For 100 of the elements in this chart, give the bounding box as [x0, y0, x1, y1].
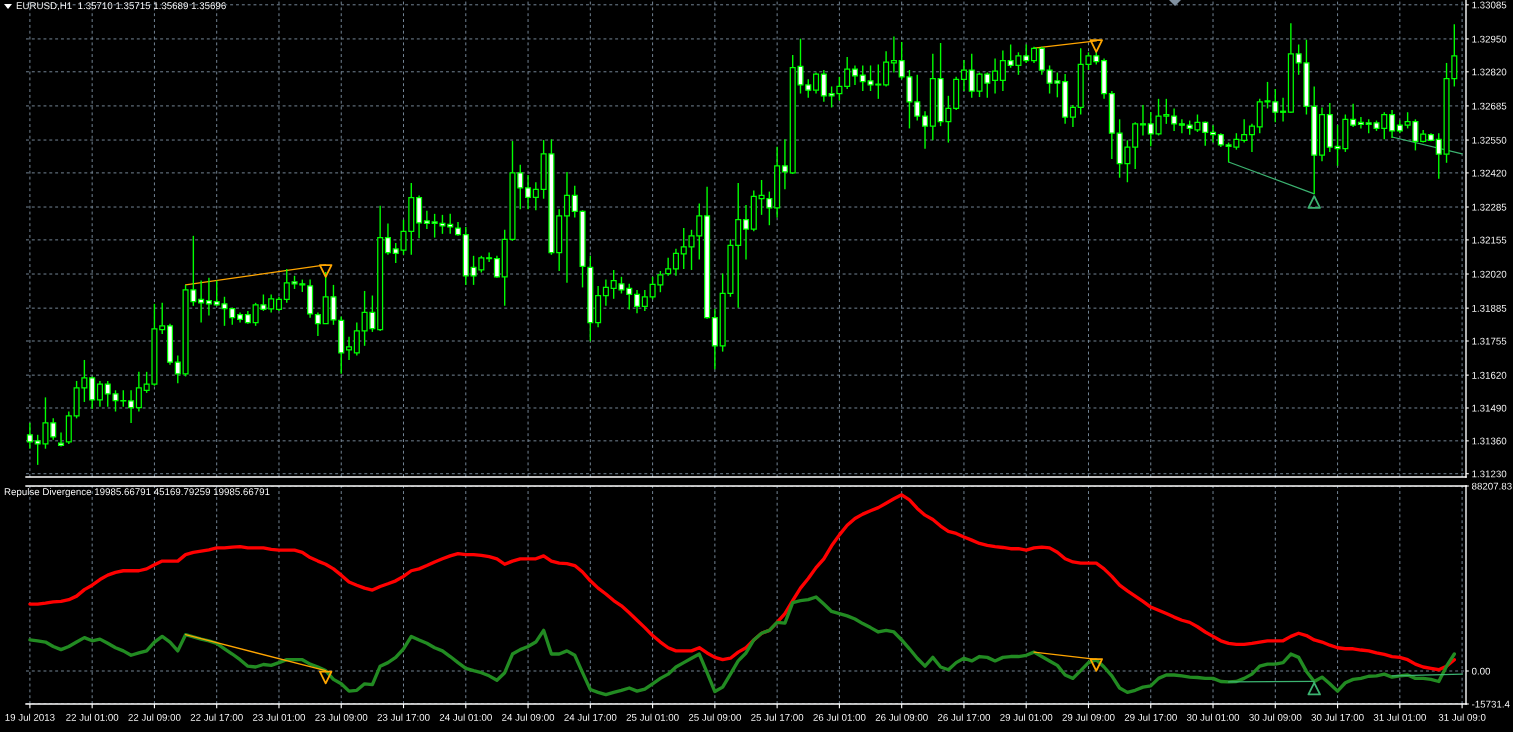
candlestick	[493, 255, 500, 279]
candlestick	[672, 248, 679, 277]
y-tick-label: -15731.4	[1471, 700, 1510, 708]
candlestick	[89, 375, 96, 410]
y-tick-label: 1.33085	[1472, 1, 1507, 9]
x-tick-label: 26 Jul 17:00	[937, 713, 991, 721]
x-tick-label: 24 Jul 01:00	[439, 713, 492, 721]
chart-title: EURUSD,H1 1.35710 1.35715 1.35689 1.35696	[16, 2, 226, 11]
candlestick	[447, 213, 454, 235]
point	[1307, 681, 1321, 696]
x-tick-label: 31 Jul 09:0	[1438, 713, 1486, 721]
x-tick-label: 26 Jul 09:00	[875, 713, 928, 721]
y-tick-label: 1.32820	[1472, 68, 1507, 76]
x-tick-label: 31 Jul 01:00	[1373, 713, 1426, 721]
point	[318, 670, 333, 685]
y-tick-label: 1.31755	[1472, 337, 1507, 345]
candlestick	[641, 289, 648, 312]
candlestick	[563, 171, 571, 284]
x-tick-label: 30 Jul 01:00	[1186, 713, 1240, 721]
candlestick	[1069, 104, 1076, 128]
candlestick	[1241, 118, 1248, 144]
candlestick	[999, 49, 1006, 92]
candlestick	[174, 354, 181, 384]
x-tick-label: 22 Jul 17:00	[190, 713, 243, 721]
candlestick	[960, 59, 967, 92]
candlestick	[345, 336, 353, 361]
x-tick-label: 22 Jul 01:00	[66, 713, 119, 721]
candlestick	[851, 64, 859, 86]
candlestick	[602, 278, 609, 307]
x-tick-label: 25 Jul 01:00	[626, 713, 679, 721]
x-tick-label: 29 Jul 09:00	[1062, 713, 1115, 721]
candlestick	[1139, 104, 1147, 137]
y-tick-label: 1.32155	[1472, 236, 1507, 244]
point	[1089, 658, 1103, 672]
y-tick-label: 1.32550	[1472, 136, 1507, 144]
candlestick	[742, 204, 750, 261]
candlestick	[1280, 97, 1287, 123]
x-tick-label: 22 Jul 09:00	[128, 713, 181, 721]
x-tick-label: 23 Jul 09:00	[315, 713, 368, 721]
candlestick	[532, 181, 539, 212]
candlestick	[1023, 43, 1030, 64]
candlestick	[353, 321, 360, 357]
y-tick-label: 88207.83	[1471, 482, 1512, 490]
y-tick-label: 1.32285	[1472, 203, 1507, 211]
candlestick	[665, 257, 672, 277]
x-tick-label: 23 Jul 17:00	[377, 713, 430, 721]
candlestick	[1248, 123, 1255, 153]
candlestick	[781, 138, 788, 191]
candlestick	[159, 302, 166, 335]
x-tick-label: 30 Jul 09:00	[1249, 713, 1302, 721]
x-tick-label: 29 Jul 01:00	[1000, 713, 1053, 721]
y-tick-label: 1.31360	[1472, 437, 1507, 445]
x-tick-label: 29 Jul 17:00	[1124, 713, 1177, 721]
candlestick	[205, 277, 212, 317]
candlestick	[384, 222, 391, 256]
candlestick	[1389, 109, 1396, 139]
candlestick	[135, 371, 142, 413]
x-tick-label: 26 Jul 01:00	[813, 713, 866, 721]
candlestick	[314, 311, 321, 337]
point	[1089, 39, 1103, 53]
line-series	[28, 595, 1456, 697]
y-tick-label: 1.32020	[1472, 270, 1507, 278]
point	[318, 264, 333, 278]
y-tick-label: 1.32685	[1472, 102, 1507, 110]
candlestick	[128, 389, 135, 424]
x-tick-label: 19 Jul 2013	[5, 713, 55, 721]
x-tick-label: 25 Jul 17:00	[751, 713, 804, 721]
candlestick	[992, 57, 999, 95]
candlestick	[423, 210, 430, 230]
x-tick-label: 24 Jul 17:00	[564, 713, 617, 721]
candlestick	[844, 56, 851, 90]
candlestick	[1038, 46, 1045, 76]
candlestick	[26, 422, 33, 450]
candlestick	[525, 174, 532, 210]
y-tick-label: 1.32950	[1472, 35, 1507, 43]
candlestick	[883, 50, 890, 88]
candlestick	[1171, 107, 1178, 132]
candlestick	[1357, 116, 1364, 130]
y-tick-label: 1.31230	[1472, 470, 1507, 478]
candlestick	[633, 289, 641, 314]
x-tick-label: 25 Jul 09:00	[688, 713, 741, 721]
x-tick-label: 23 Jul 01:00	[252, 713, 306, 721]
y-tick-label: 0.00	[1471, 667, 1491, 675]
x-tick-label: 24 Jul 09:00	[502, 713, 555, 721]
chart-title: Repulse Divergence 19985.66791 45169.79259 19985.66791	[4, 488, 270, 498]
x-tick-label: 30 Jul 17:00	[1311, 713, 1364, 721]
y-tick-label: 1.31885	[1472, 304, 1507, 312]
candlestick	[890, 35, 897, 74]
candlestick	[1178, 118, 1185, 134]
y-tick-label: 1.31620	[1472, 371, 1507, 379]
candlestick	[486, 251, 493, 263]
y-tick-label: 1.31490	[1472, 404, 1507, 412]
point	[1307, 195, 1321, 209]
candlestick	[820, 69, 827, 103]
candlestick	[921, 110, 929, 150]
candlestick	[96, 380, 103, 408]
candlestick	[57, 431, 65, 448]
candlestick	[1350, 102, 1357, 128]
y-tick-label: 1.32420	[1472, 169, 1507, 177]
candlestick	[1209, 124, 1217, 144]
